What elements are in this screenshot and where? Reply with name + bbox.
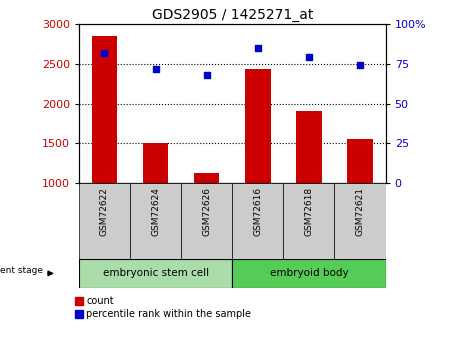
Bar <box>79 259 232 288</box>
Bar <box>232 259 386 288</box>
Point <box>101 50 108 56</box>
Text: embryonic stem cell: embryonic stem cell <box>102 268 209 278</box>
Text: GSM72616: GSM72616 <box>253 187 262 236</box>
Bar <box>245 69 271 183</box>
Bar <box>130 183 181 259</box>
Bar <box>347 139 373 183</box>
Text: development stage: development stage <box>0 266 43 275</box>
Bar <box>181 183 232 259</box>
Point <box>356 63 364 68</box>
Bar <box>194 172 220 183</box>
Bar <box>296 111 322 183</box>
Bar <box>283 183 335 259</box>
Point <box>152 66 159 71</box>
Title: GDS2905 / 1425271_at: GDS2905 / 1425271_at <box>152 8 313 22</box>
Text: GSM72626: GSM72626 <box>202 187 211 236</box>
Text: GSM72622: GSM72622 <box>100 187 109 236</box>
Bar <box>79 183 130 259</box>
Text: GSM72624: GSM72624 <box>151 187 160 236</box>
Legend: count, percentile rank within the sample: count, percentile rank within the sample <box>75 296 252 319</box>
Bar <box>92 36 117 183</box>
Text: GSM72618: GSM72618 <box>304 187 313 236</box>
Point <box>254 45 262 51</box>
Bar <box>335 183 386 259</box>
Text: GSM72621: GSM72621 <box>355 187 364 236</box>
Bar <box>143 143 168 183</box>
Text: embryoid body: embryoid body <box>270 268 348 278</box>
Bar <box>232 183 283 259</box>
Point <box>203 72 210 78</box>
Point <box>305 55 313 60</box>
